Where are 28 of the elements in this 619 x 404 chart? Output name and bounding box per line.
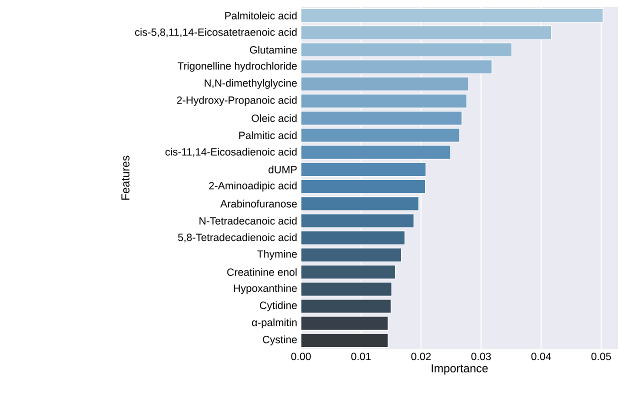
y-tick-label: N,N-dimethylglycine [204,79,297,89]
y-tick-label: Palmitoleic acid [225,12,297,20]
y-tick-label: Trigonelline hydrochloride [178,62,297,72]
y-tick-label: α-palmitin [252,318,297,328]
y-axis-title: Features [121,156,130,200]
y-tick-label: Thymine [257,250,297,260]
y-tick-label: 2-Aminoadipic acid [209,182,297,192]
y-tick-label: Cytidine [260,301,297,312]
x-tick-label: 0.02 [411,352,431,360]
x-axis-title: Importance [432,364,488,375]
y-tick-label: Palmitic acid [239,131,297,140]
y-tick-label: 5,8-Tetradecadienoic acid [178,233,297,242]
x-tick-label: 0.04 [531,352,552,360]
y-tick-label: Cystine [262,336,297,346]
x-tick-label: 0.01 [351,352,371,360]
y-tick-label: 2-Hydroxy-Propanoic acid [177,96,297,106]
y-tick-label: Creatinine enol [227,268,297,276]
y-tick-label: dUMP [268,166,297,174]
y-tick-label: Hypoxanthine [234,284,297,294]
x-tick-label: 0.03 [471,352,491,360]
y-tick-label: Oleic acid [252,114,297,122]
y-tick-label: cis-11,14-Eicosadienoic acid [165,148,297,157]
y-tick-label: Arabinofuranose [220,200,297,208]
y-tick-label: cis-5,8,11,14-Eicosatetraenoic acid [135,28,297,38]
x-tick-label: 0.00 [291,352,311,360]
y-tick-label: N-Tetradecanoic acid [200,216,297,225]
x-tick-label: 0.05 [591,352,611,360]
y-tick-label: Glutamine [250,46,297,54]
